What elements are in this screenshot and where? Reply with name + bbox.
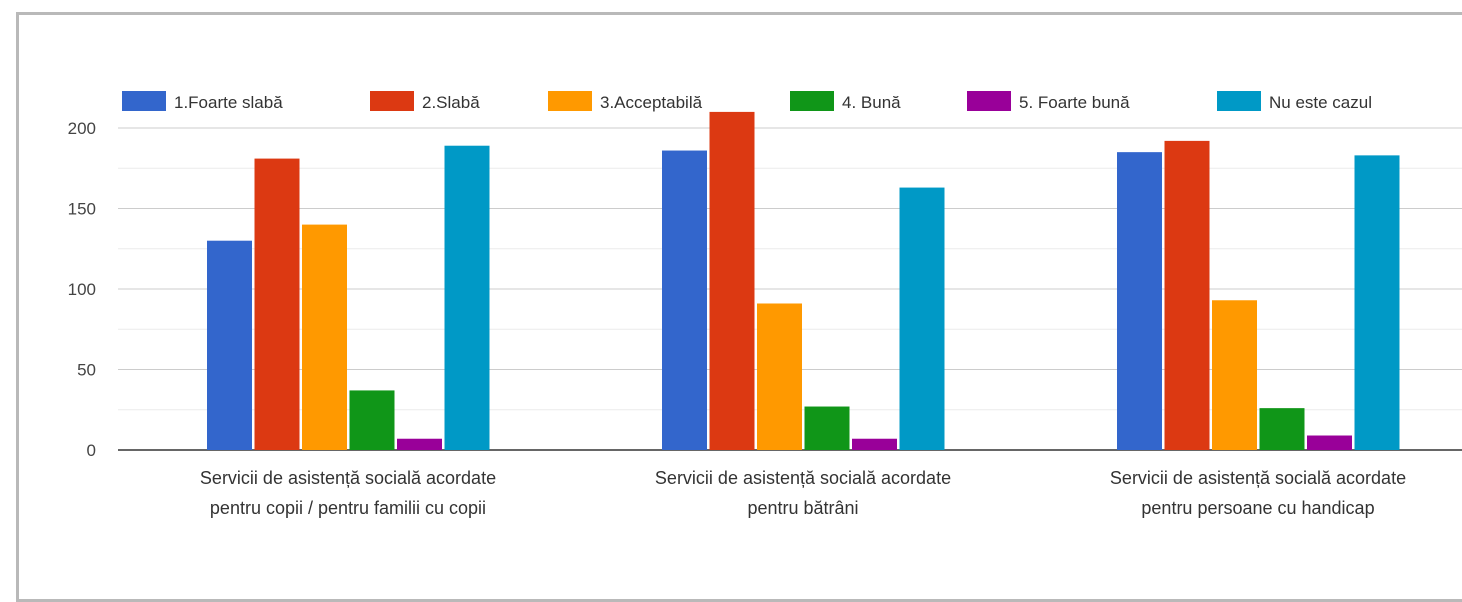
bar (709, 111, 755, 451)
legend-label: Nu este cazul (1269, 93, 1372, 112)
legend: 1.Foarte slabă 2.Slabă 3.Acceptabilă 4. Bun… (122, 91, 1372, 112)
bar (207, 240, 252, 450)
bar (349, 390, 395, 450)
bar (1212, 300, 1257, 450)
bar (397, 438, 442, 450)
y-tick-label: 150 (68, 200, 96, 219)
legend-swatch (790, 91, 834, 111)
bar (1164, 140, 1210, 450)
bar (899, 187, 945, 450)
bar (757, 303, 802, 450)
y-tick-label: 50 (77, 361, 96, 380)
legend-label: 3.Acceptabilă (600, 93, 703, 112)
bar (804, 406, 850, 450)
legend-label: 2.Slabă (422, 93, 480, 112)
bar (444, 145, 490, 450)
legend-label: 1.Foarte slabă (174, 93, 283, 112)
bar (852, 438, 897, 450)
x-category-label: Servicii de asistență socială acordate (655, 468, 951, 488)
y-tick-label: 100 (68, 280, 96, 299)
x-axis-categories: Servicii de asistență socială acordate pe… (200, 468, 1406, 518)
bar (1259, 408, 1305, 450)
y-tick-label: 0 (87, 441, 96, 460)
y-axis-ticks: 0 50 100 150 200 (68, 119, 96, 460)
bars (207, 111, 1400, 451)
y-tick-label: 200 (68, 119, 96, 138)
bar (662, 150, 707, 451)
legend-swatch (370, 91, 414, 111)
bar (1307, 435, 1352, 450)
legend-swatch (967, 91, 1011, 111)
bar (1354, 155, 1400, 450)
legend-swatch (548, 91, 592, 111)
legend-swatch (122, 91, 166, 111)
x-category-label: Servicii de asistență socială acordate (1110, 468, 1406, 488)
legend-label: 5. Foarte bună (1019, 93, 1130, 112)
x-category-label: pentru persoane cu handicap (1141, 498, 1374, 518)
legend-swatch (1217, 91, 1261, 111)
legend-label: 4. Bună (842, 93, 901, 112)
bar (302, 224, 347, 450)
x-category-label: pentru copii / pentru familii cu copii (210, 498, 486, 518)
x-category-label: Servicii de asistență socială acordate (200, 468, 496, 488)
x-category-label: pentru bătrâni (747, 498, 858, 518)
bar-chart: 0 50 100 150 200 1.Foarte slabă 2.Slabă 3.Acce… (68, 91, 1462, 518)
bar (1117, 152, 1162, 450)
bar (254, 158, 300, 450)
